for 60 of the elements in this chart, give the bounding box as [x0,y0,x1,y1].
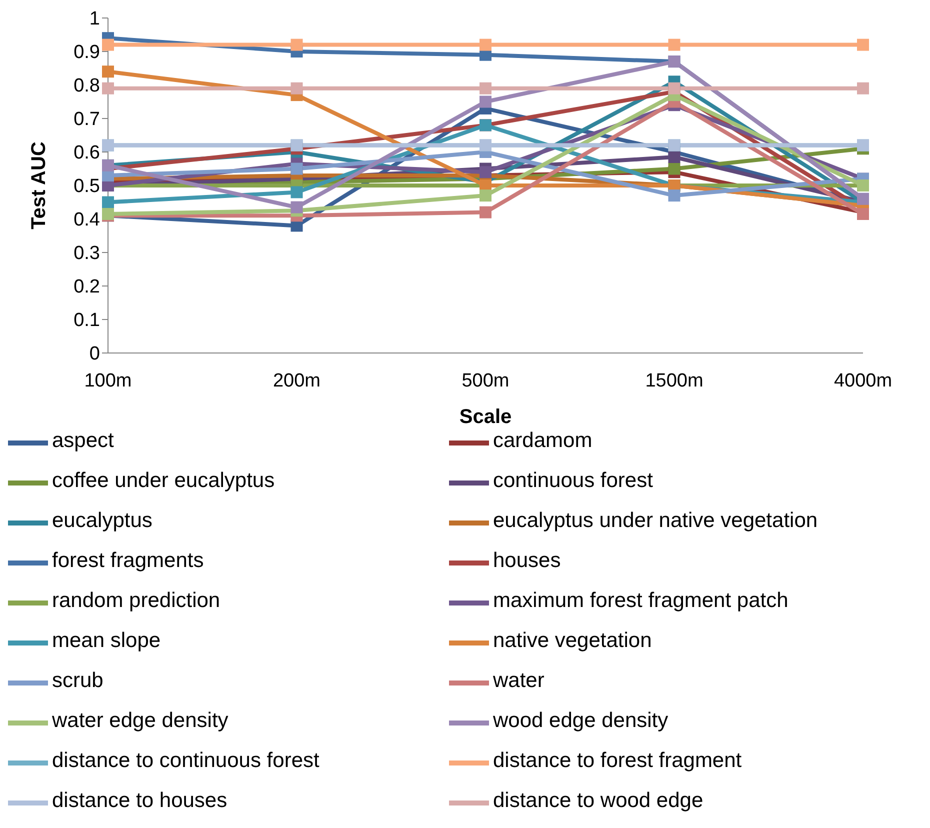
x-tick-label: 500m [462,370,510,392]
y-tick-label: 0.5 [74,176,100,198]
point [668,151,680,164]
point [102,38,114,51]
point [290,186,303,198]
y-tick-label: 1 [89,8,100,30]
legend-label: eucalyptus under native vegetation [493,509,818,532]
point [290,162,303,175]
point [102,82,114,94]
y-tick-label: 0.1 [74,310,100,332]
legend-label: distance to forest fragment [493,749,742,772]
legend-label: maximum forest fragment patch [493,589,788,612]
legend-label: water [493,669,544,692]
legend-label: distance to wood edge [493,789,704,812]
legend-label: wood edge density [493,709,668,732]
point [668,82,680,94]
point [102,66,114,78]
legend-label: forest fragments [52,549,204,572]
legend-label: cardamom [493,429,592,452]
point [480,82,492,94]
point [668,190,680,202]
legend-label: native vegetation [493,629,652,652]
x-tick-label: 100m [84,370,132,392]
legend-label: continuous forest [493,469,653,492]
y-tick-label: 0.9 [74,42,100,64]
legend-label: scrub [52,669,104,692]
point [290,38,303,51]
point [480,166,492,178]
y-tick-label: 0.3 [74,243,100,264]
legend-label: coffee under eucalyptus [52,469,275,492]
y-axis-title: Test AUC [28,142,50,230]
legend-label: eucalyptus [52,509,152,532]
point [857,82,869,94]
y-tick-label: 0.4 [74,210,100,231]
point [290,201,303,214]
legend-label: distance to continuous forest [52,749,320,772]
point [480,96,492,108]
x-tick-label: 200m [272,370,321,392]
legend-label: houses [493,549,561,572]
y-tick-label: 0 [89,344,100,365]
y-tick-label: 0.6 [74,142,100,164]
y-tick-label: 0.2 [74,276,100,298]
point [668,162,680,175]
y-tick-label: 0.7 [74,109,100,130]
x-tick-label: 4000m [834,370,892,392]
legend-label: distance to houses [52,789,228,812]
x-tick-label: 1500m [645,370,704,392]
point [480,206,492,218]
point [480,38,492,51]
point [857,38,869,51]
point [668,38,680,51]
point [102,196,114,208]
y-tick-label: 0.8 [74,76,100,97]
legend-label: random prediction [52,589,220,612]
legend-label: water edge density [52,709,228,732]
legend-label: aspect [52,429,114,452]
point [290,82,303,94]
legend-label: mean slope [52,629,161,652]
point [480,190,492,202]
x-axis-title: Scale [459,406,512,428]
